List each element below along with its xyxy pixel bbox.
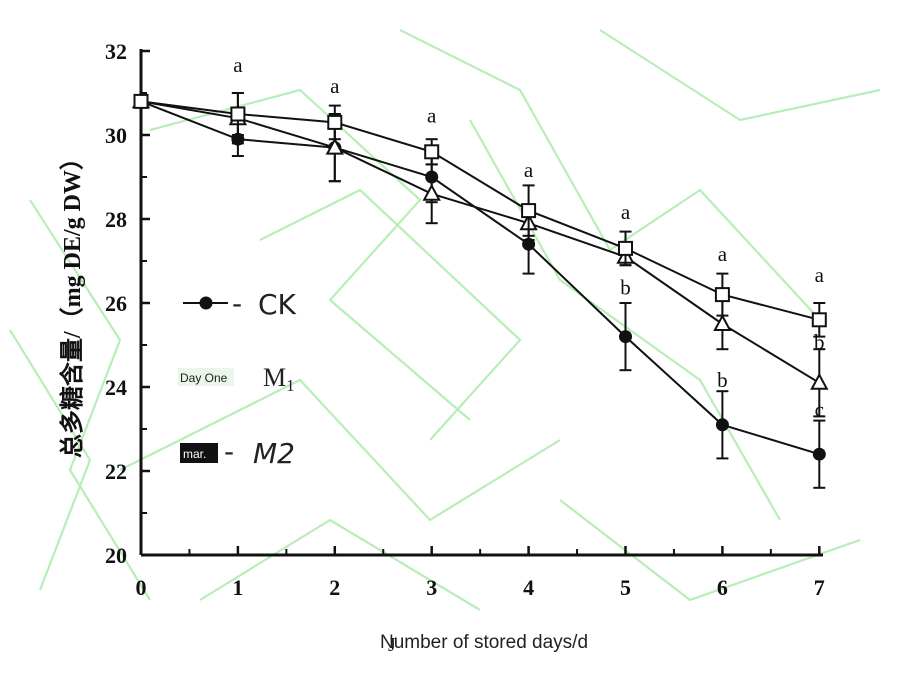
significance-letter-0: a (233, 53, 243, 77)
significance-letter-8: a (815, 263, 825, 287)
watermark (9, 29, 881, 611)
y-axis-label: 总多糖含量/（mg DE/g DW） (58, 146, 86, 458)
significance-labels: a a a a a b a b a b c (233, 53, 824, 421)
series-ck-point-5 (619, 330, 632, 344)
watermark-stroke-1 (9, 329, 92, 591)
significance-letter-6: a (718, 242, 728, 266)
x-tick-label-0: 0 (136, 575, 147, 600)
series-m2-point-5 (618, 240, 633, 256)
y-tick-label-2: 24 (105, 375, 127, 400)
y-tick-label-1: 22 (105, 459, 127, 484)
x-tick-label-6: 6 (717, 575, 728, 600)
watermark-stroke-2 (149, 88, 471, 421)
series-ck-point-6 (715, 418, 729, 432)
x-tick-label-7: 7 (814, 575, 825, 600)
x-tick-label-5: 5 (620, 575, 631, 600)
significance-letter-9: b (814, 330, 825, 354)
series-m1-point-7 (810, 372, 829, 390)
legend-ck-marker (199, 296, 213, 310)
series-m1-line (140, 100, 820, 384)
legend-m2-tag-bg (180, 443, 218, 463)
significance-letter-2: a (427, 103, 437, 127)
x-axis-label-glitch: J (388, 634, 396, 656)
significance-letter-5: b (620, 276, 631, 300)
x-tick-label-1: 1 (232, 575, 243, 600)
series-m2-point-6 (714, 287, 730, 303)
watermark-stroke-6 (119, 378, 561, 522)
series-m1-point-3 (422, 183, 441, 201)
series-ck-point-7 (812, 447, 826, 461)
significance-letter-1: a (330, 74, 340, 98)
x-tick-label-3: 3 (426, 575, 437, 600)
legend-entry-ck: - CK (183, 287, 297, 321)
watermark-stroke-4 (399, 29, 821, 321)
significance-letter-7: b (717, 368, 728, 392)
y-tick-label-5: 30 (105, 123, 127, 148)
x-tick-label-4: 4 (523, 575, 534, 600)
significance-letter-4: a (621, 200, 631, 224)
watermark-stroke-7 (599, 29, 881, 122)
x-axis-ticks: 0 1 2 3 4 5 6 7 (136, 546, 825, 600)
legend-m2-label: M2 (253, 437, 295, 470)
x-tick-label-2: 2 (329, 575, 340, 600)
y-axis-ticks: 20 22 24 26 28 30 32 (105, 39, 150, 568)
legend-entry-m2: mar. - M2 (180, 435, 295, 470)
series-m1-point-6 (713, 313, 732, 331)
legend-m2-tag: mar. (183, 447, 206, 461)
series-m2 (133, 92, 827, 338)
legend-m1-label: M1 (263, 363, 295, 395)
x-axis-label: Number of stored days/d (380, 632, 588, 653)
significance-letter-10: c (815, 397, 824, 421)
legend: - CK Day One M1 mar. - M2 (178, 287, 297, 470)
series-m2-point-7 (811, 312, 827, 328)
watermark-stroke-3 (259, 188, 522, 441)
series-layer (131, 91, 829, 489)
legend-m1-tag-bg (178, 368, 234, 386)
series-m2-point-0 (133, 93, 149, 109)
y-tick-label-6: 32 (105, 39, 127, 64)
series-m1-point-2 (325, 137, 344, 155)
legend-m2-dash: - (224, 435, 234, 468)
series-m2-point-2 (327, 114, 343, 130)
watermark-stroke-8 (559, 499, 861, 602)
series-m2-point-3 (424, 144, 440, 160)
series-m2-line (140, 100, 820, 321)
watermark-stroke-5 (469, 119, 781, 521)
series-m2-point-4 (521, 203, 537, 219)
legend-ck-dash: - (232, 287, 242, 320)
watermark-stroke-9 (199, 518, 481, 611)
legend-entry-m1: Day One M1 (178, 363, 295, 395)
legend-m1-tag: Day One (180, 371, 228, 385)
y-tick-label-3: 26 (105, 291, 127, 316)
y-tick-label-4: 28 (105, 207, 127, 232)
watermark-stroke-0 (29, 199, 151, 601)
significance-letter-3: a (524, 158, 534, 182)
series-ck-line (140, 100, 820, 456)
legend-ck-label: CK (258, 288, 297, 321)
y-tick-label-0: 20 (105, 543, 127, 568)
series-m2-point-1 (230, 106, 246, 122)
